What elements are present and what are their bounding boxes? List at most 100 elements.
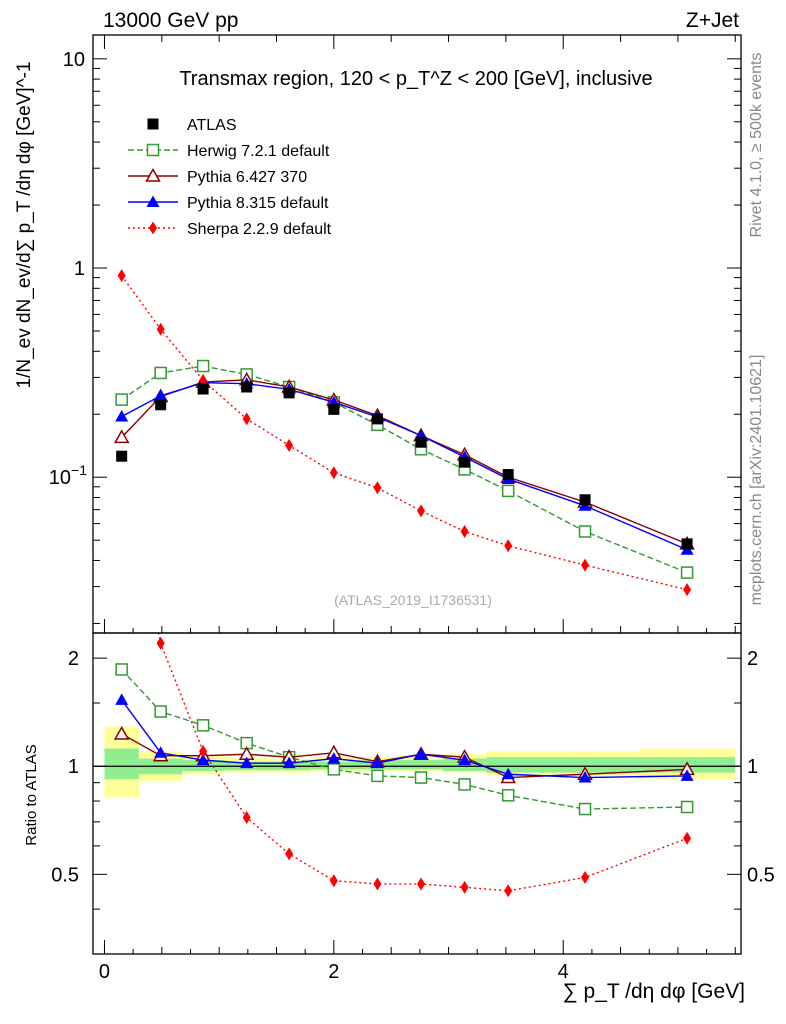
- ratio-point-pythia-8-315-default-3: [240, 756, 254, 769]
- legend-marker-atlas: [147, 118, 159, 130]
- ratio-point-sherpa-2-2-9-default-9: [504, 884, 513, 898]
- ratio-point-herwig-7-2-1-default-6: [371, 769, 384, 783]
- point-atlas-2: [197, 383, 209, 395]
- legend-label-sherpa-2-2-9-default: Sherpa 2.2.9 default: [187, 221, 332, 238]
- x-axis-label: ∑ p_T /dη dφ [GeV]: [563, 980, 745, 1003]
- ratio-band-green-2: [182, 760, 225, 771]
- rivet-version-note: Rivet 4.1.0, ≥ 500k events: [748, 53, 765, 238]
- point-pythia-8-315-default-1: [154, 389, 168, 401]
- ratio-point-sherpa-2-2-9-default-1: [156, 636, 165, 650]
- series-line-pythia-6-427-370: [121, 379, 688, 545]
- ratio-point-pythia-8-315-default-11: [680, 769, 694, 781]
- y-tick-label-ratio-right-1: 1: [747, 756, 758, 778]
- x-tick-label-2: 4: [558, 961, 569, 983]
- legend-label-pythia-6-427-370: Pythia 6.427 370: [187, 169, 307, 186]
- ratio-line-herwig-7-2-1-default: [121, 668, 688, 810]
- point-sherpa-2-2-9-default-11: [683, 583, 692, 597]
- ratio-point-sherpa-2-2-9-default-2: [199, 744, 208, 758]
- point-sherpa-2-2-9-default-9: [504, 539, 513, 553]
- ratio-point-sherpa-2-2-9-default-8: [460, 880, 469, 894]
- point-atlas-8: [459, 456, 471, 468]
- ratio-point-herwig-7-2-1-default-8: [458, 778, 471, 791]
- ratio-point-pythia-8-315-default-2: [196, 753, 210, 766]
- axis-tick-labels: 0 2 4 10−1 1 10 0.5 0.5 1 1 2 2: [49, 49, 775, 983]
- ratio-point-pythia-8-315-default-6: [370, 756, 384, 769]
- legend-label-herwig-7-2-1-default: Herwig 7.2.1 default: [187, 143, 330, 160]
- ratio-line-sherpa-2-2-9-default: [157, 633, 688, 892]
- header-right: Z+Jet: [686, 9, 739, 32]
- ratio-point-herwig-7-2-1-default-5: [327, 763, 341, 776]
- axis-ticks: [93, 35, 741, 954]
- ratio-point-pythia-6-427-370-0: [113, 725, 130, 740]
- point-atlas-4: [283, 387, 295, 399]
- point-atlas-9: [502, 469, 514, 481]
- ratio-point-pythia-8-315-default-9: [501, 767, 515, 780]
- series-line-sherpa-2-2-9-default: [121, 275, 688, 591]
- ratio-line-pythia-6-427-370: [121, 733, 688, 779]
- y-tick-label-ratio-left-2: 2: [68, 648, 79, 670]
- legend: ATLAS Herwig 7.2.1 default Pythia 6.427 37…: [128, 117, 332, 238]
- y-tick-label-main-1: 1: [74, 258, 85, 280]
- ratio-point-sherpa-2-2-9-default-7: [417, 877, 426, 891]
- ratio-point-pythia-8-315-default-1: [154, 746, 168, 758]
- point-sherpa-2-2-9-default-3: [242, 412, 251, 426]
- y-tick-label-ratio-right-0: 0.5: [747, 864, 775, 886]
- x-tick-label-0: 0: [99, 961, 110, 983]
- point-herwig-7-2-1-default-9: [501, 484, 515, 498]
- point-sherpa-2-2-9-default-1: [156, 322, 165, 336]
- ratio-point-sherpa-2-2-9-default-4: [285, 847, 294, 861]
- point-sherpa-2-2-9-default-6: [373, 481, 382, 495]
- ratio-point-sherpa-2-2-9-default-11: [683, 831, 692, 845]
- legend-marker-pythia-6-427-370: [145, 167, 161, 182]
- y-tick-label-ratio-left-0: 0.5: [51, 864, 79, 886]
- ratio-point-sherpa-2-2-9-default-6: [373, 877, 382, 891]
- series-line-herwig-7-2-1-default: [121, 365, 688, 574]
- ratio-point-pythia-8-315-default-10: [578, 771, 592, 783]
- ratio-point-herwig-7-2-1-default-0: [115, 663, 128, 676]
- legend-label-pythia-8-315-default: Pythia 8.315 default: [187, 195, 329, 212]
- ratio-band-green-0: [104, 748, 139, 780]
- point-herwig-7-2-1-default-0: [115, 393, 128, 406]
- ratio-panel-series: [113, 633, 695, 898]
- point-sherpa-2-2-9-default-0: [117, 269, 126, 283]
- point-atlas-5: [328, 403, 340, 415]
- y-tick-label-ratio-right-2: 2: [747, 648, 758, 670]
- ratio-band-green-9: [486, 757, 530, 773]
- point-sherpa-2-2-9-default-10: [581, 558, 590, 572]
- point-herwig-7-2-1-default-11: [680, 566, 694, 579]
- y-tick-label-main-2: 10: [63, 49, 85, 71]
- ratio-point-sherpa-2-2-9-default-5: [329, 874, 338, 888]
- ratio-point-sherpa-2-2-9-default-3: [242, 810, 251, 824]
- ratio-point-pythia-8-315-default-8: [458, 753, 472, 766]
- ratio-panel-frame: [92, 632, 742, 955]
- point-atlas-11: [681, 538, 693, 550]
- legend-marker-pythia-8-315-default: [146, 195, 160, 207]
- legend-marker-sherpa-2-2-9-default: [149, 221, 157, 235]
- legend-marker-herwig-7-2-1-default: [146, 143, 160, 157]
- chart-title: Transmax region, 120 < p_T^Z < 200 [GeV]…: [179, 68, 652, 90]
- x-tick-label-1: 2: [328, 961, 339, 983]
- point-atlas-0: [116, 450, 128, 462]
- ratio-point-pythia-8-315-default-0: [115, 693, 129, 705]
- point-sherpa-2-2-9-default-4: [285, 438, 294, 452]
- ratio-point-herwig-7-2-1-default-11: [680, 800, 694, 814]
- point-atlas-10: [579, 494, 591, 506]
- point-atlas-6: [371, 413, 383, 425]
- point-pythia-8-315-default-0: [115, 410, 129, 422]
- point-sherpa-2-2-9-default-7: [417, 504, 426, 518]
- series-line-pythia-8-315-default: [121, 382, 688, 551]
- point-herwig-7-2-1-default-10: [578, 525, 592, 538]
- ratio-point-herwig-7-2-1-default-7: [414, 771, 428, 784]
- ratio-band-green-7: [399, 760, 443, 770]
- ratio-point-pythia-8-315-default-5: [327, 752, 341, 764]
- y-axis-label-ratio: Ratio to ATLAS: [23, 744, 40, 845]
- point-herwig-7-2-1-default-1: [154, 366, 167, 380]
- analysis-watermark: (ATLAS_2019_I1736531): [334, 592, 492, 608]
- point-pythia-6-427-370-0: [113, 429, 130, 444]
- ratio-point-herwig-7-2-1-default-1: [154, 705, 167, 718]
- point-sherpa-2-2-9-default-5: [329, 466, 338, 480]
- point-herwig-7-2-1-default-2: [196, 359, 210, 373]
- point-atlas-7: [415, 436, 427, 448]
- y-tick-label-main-0: 10−1: [49, 462, 87, 489]
